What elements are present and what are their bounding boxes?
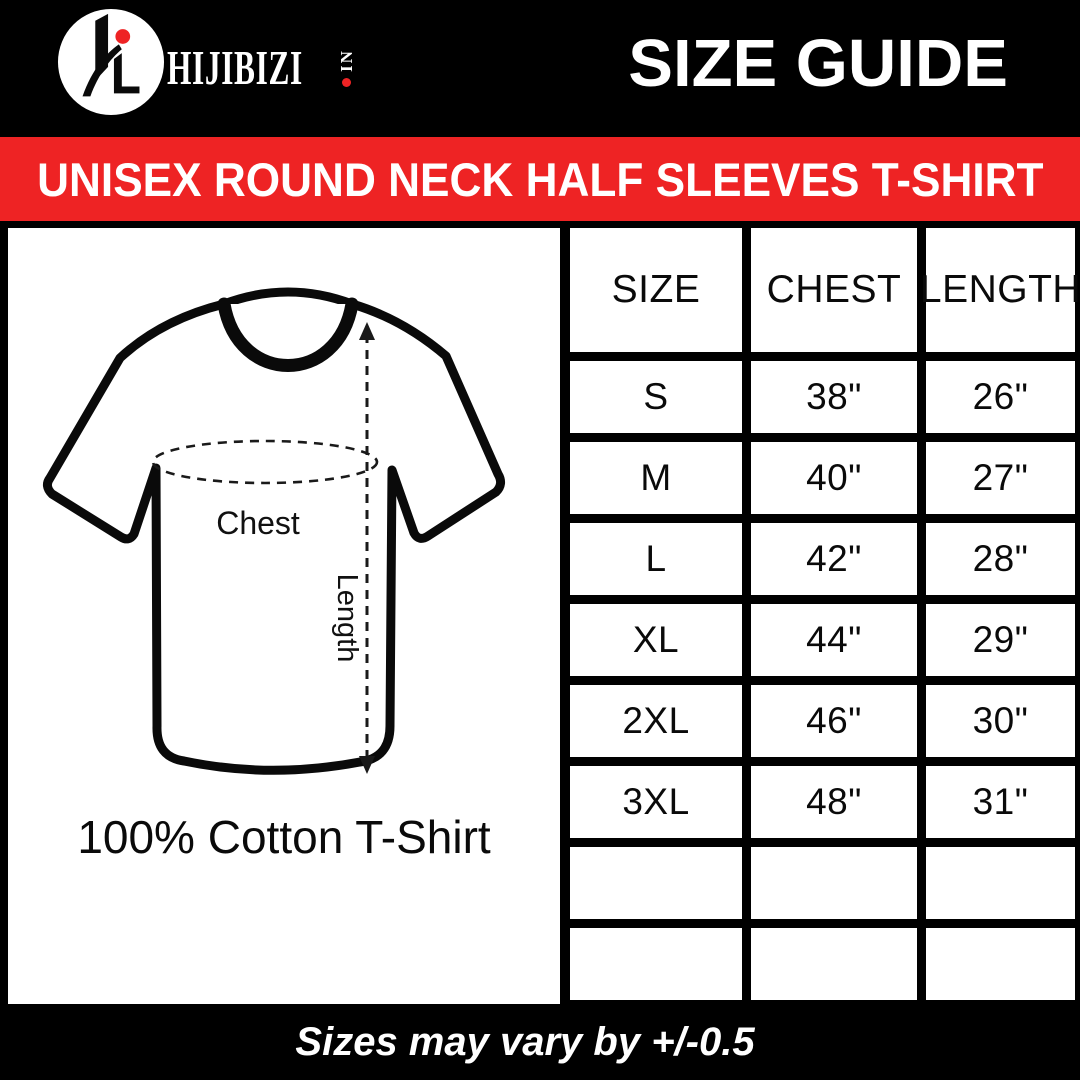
chest-label: Chest xyxy=(216,505,300,541)
column-header: CHEST xyxy=(751,228,917,352)
size-cell: L xyxy=(570,523,742,595)
chest-cell: 40" xyxy=(751,442,917,514)
size-cell: 2XL xyxy=(570,685,742,757)
size-cell: S xyxy=(570,361,742,433)
chest-cell: 44" xyxy=(751,604,917,676)
product-title: UNISEX ROUND NECK HALF SLEEVES T-SHIRT xyxy=(36,152,1044,206)
size-table: SIZE CHEST LENGTH S 38" 26" M 40" 27" xyxy=(570,228,1080,1000)
size-cell: XL xyxy=(570,604,742,676)
length-cell: 29" xyxy=(926,604,1075,676)
footer: Sizes may vary by +/-0.5 xyxy=(0,1004,1080,1080)
brand-dot-icon xyxy=(342,77,352,87)
tshirt-outline xyxy=(42,287,506,775)
column-header: SIZE xyxy=(570,228,742,352)
size-cell: M xyxy=(570,442,742,514)
brand-suffix-block: IN xyxy=(335,48,358,87)
tshirt-figure-panel: Chest Length 100% Cotton T-Shirt xyxy=(8,228,560,1004)
size-cell xyxy=(570,928,742,1000)
length-arrow-up-icon xyxy=(359,322,375,340)
tshirt-diagram: Chest Length xyxy=(42,287,506,775)
chest-cell xyxy=(751,928,917,1000)
logo-red-dot-icon xyxy=(115,29,131,44)
length-label: Length xyxy=(331,574,363,663)
chest-cell: 38" xyxy=(751,361,917,433)
length-cell: 26" xyxy=(926,361,1075,433)
chest-cell xyxy=(751,847,917,919)
header: HIJIBIZI IN SIZE GUIDE xyxy=(0,0,1080,137)
chest-measure-ellipse xyxy=(151,439,379,485)
tshirt-neckline xyxy=(217,297,359,372)
size-note: Sizes may vary by +/-0.5 xyxy=(295,1019,755,1064)
size-cell: 3XL xyxy=(570,766,742,838)
brand-text: HIJIBIZI IN xyxy=(167,39,358,96)
page-title: SIZE GUIDE xyxy=(628,26,1008,101)
length-cell: 27" xyxy=(926,442,1075,514)
length-cell: 30" xyxy=(926,685,1075,757)
brand-name: HIJIBIZI xyxy=(167,39,303,95)
length-cell xyxy=(926,847,1075,919)
product-banner: UNISEX ROUND NECK HALF SLEEVES T-SHIRT xyxy=(0,137,1080,221)
chest-cell: 48" xyxy=(751,766,917,838)
chest-cell: 46" xyxy=(751,685,917,757)
length-arrow-down-icon xyxy=(359,756,375,774)
size-cell xyxy=(570,847,742,919)
brand-logo-mark-icon xyxy=(57,8,165,116)
length-cell: 28" xyxy=(926,523,1075,595)
fabric-caption: 100% Cotton T-Shirt xyxy=(77,811,491,863)
column-header: LENGTH xyxy=(920,228,1080,352)
brand-suffix: IN xyxy=(337,48,357,72)
brand-logo: HIJIBIZI IN xyxy=(57,8,358,116)
length-cell: 31" xyxy=(926,766,1075,838)
chest-cell: 42" xyxy=(751,523,917,595)
length-cell xyxy=(926,928,1075,1000)
